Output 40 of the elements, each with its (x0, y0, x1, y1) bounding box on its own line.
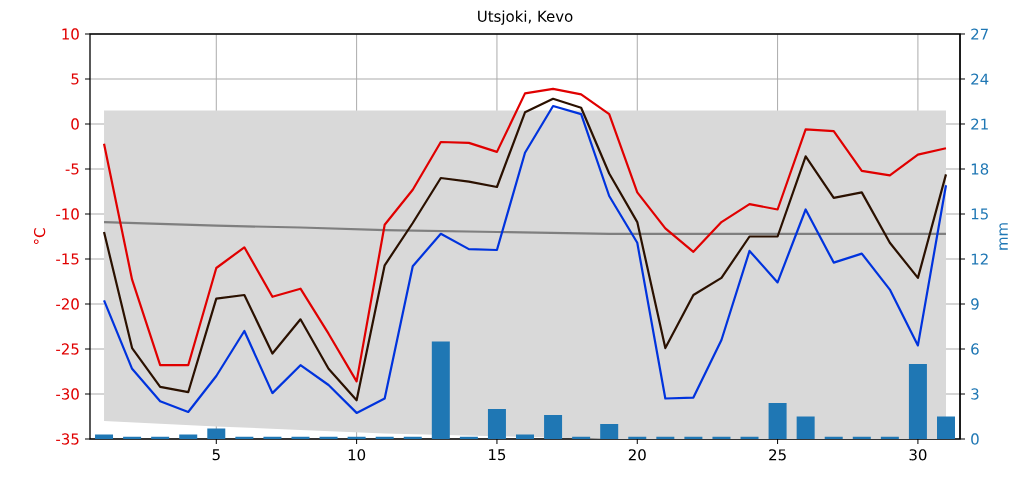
y2-tick-label: 18 (971, 163, 989, 175)
y-tick-label: -20 (56, 298, 79, 310)
x-tick-label: 20 (628, 449, 646, 461)
y2-tick-label: 0 (971, 433, 979, 445)
bar (207, 428, 226, 439)
bar (768, 403, 787, 439)
y2-axis-title: mm (999, 223, 1008, 250)
y-tick-label: -30 (56, 388, 79, 400)
bar (544, 415, 563, 439)
x-tick-label: 5 (212, 449, 220, 461)
x-tick-label: 25 (769, 449, 786, 461)
y2-tick-label: 9 (971, 298, 979, 310)
y2-tick-label: 24 (971, 73, 989, 85)
y-tick-label: 0 (71, 118, 79, 130)
x-tick-label: 30 (909, 449, 927, 461)
chart-title: Utsjoki, Kevo (478, 10, 573, 25)
y2-tick-label: 3 (971, 388, 979, 400)
x-tick-label: 10 (348, 449, 366, 461)
y-tick-label: -35 (56, 433, 79, 445)
y2-tick-label: 6 (971, 343, 979, 355)
y2-tick-label: 12 (971, 253, 988, 265)
y-tick-label: -15 (56, 253, 79, 265)
bar (291, 436, 310, 439)
bar (936, 416, 955, 439)
x-tick-label: 15 (489, 449, 506, 461)
y2-tick-label: 27 (971, 28, 988, 40)
y2-tick-label: 21 (971, 118, 988, 130)
bar (796, 416, 815, 439)
bar (431, 341, 450, 439)
y-tick-label: -25 (56, 343, 79, 355)
line-series (102, 221, 948, 235)
y-tick-label: 10 (62, 28, 79, 40)
y2-tick-label: 15 (971, 208, 988, 220)
bar (908, 364, 927, 439)
y-tick-label: 5 (71, 73, 79, 85)
y-axis-title: °C (33, 228, 46, 245)
bar (600, 424, 619, 439)
y-tick-label: -5 (65, 163, 79, 175)
y-tick-label: -10 (56, 208, 79, 220)
bar (487, 409, 506, 439)
